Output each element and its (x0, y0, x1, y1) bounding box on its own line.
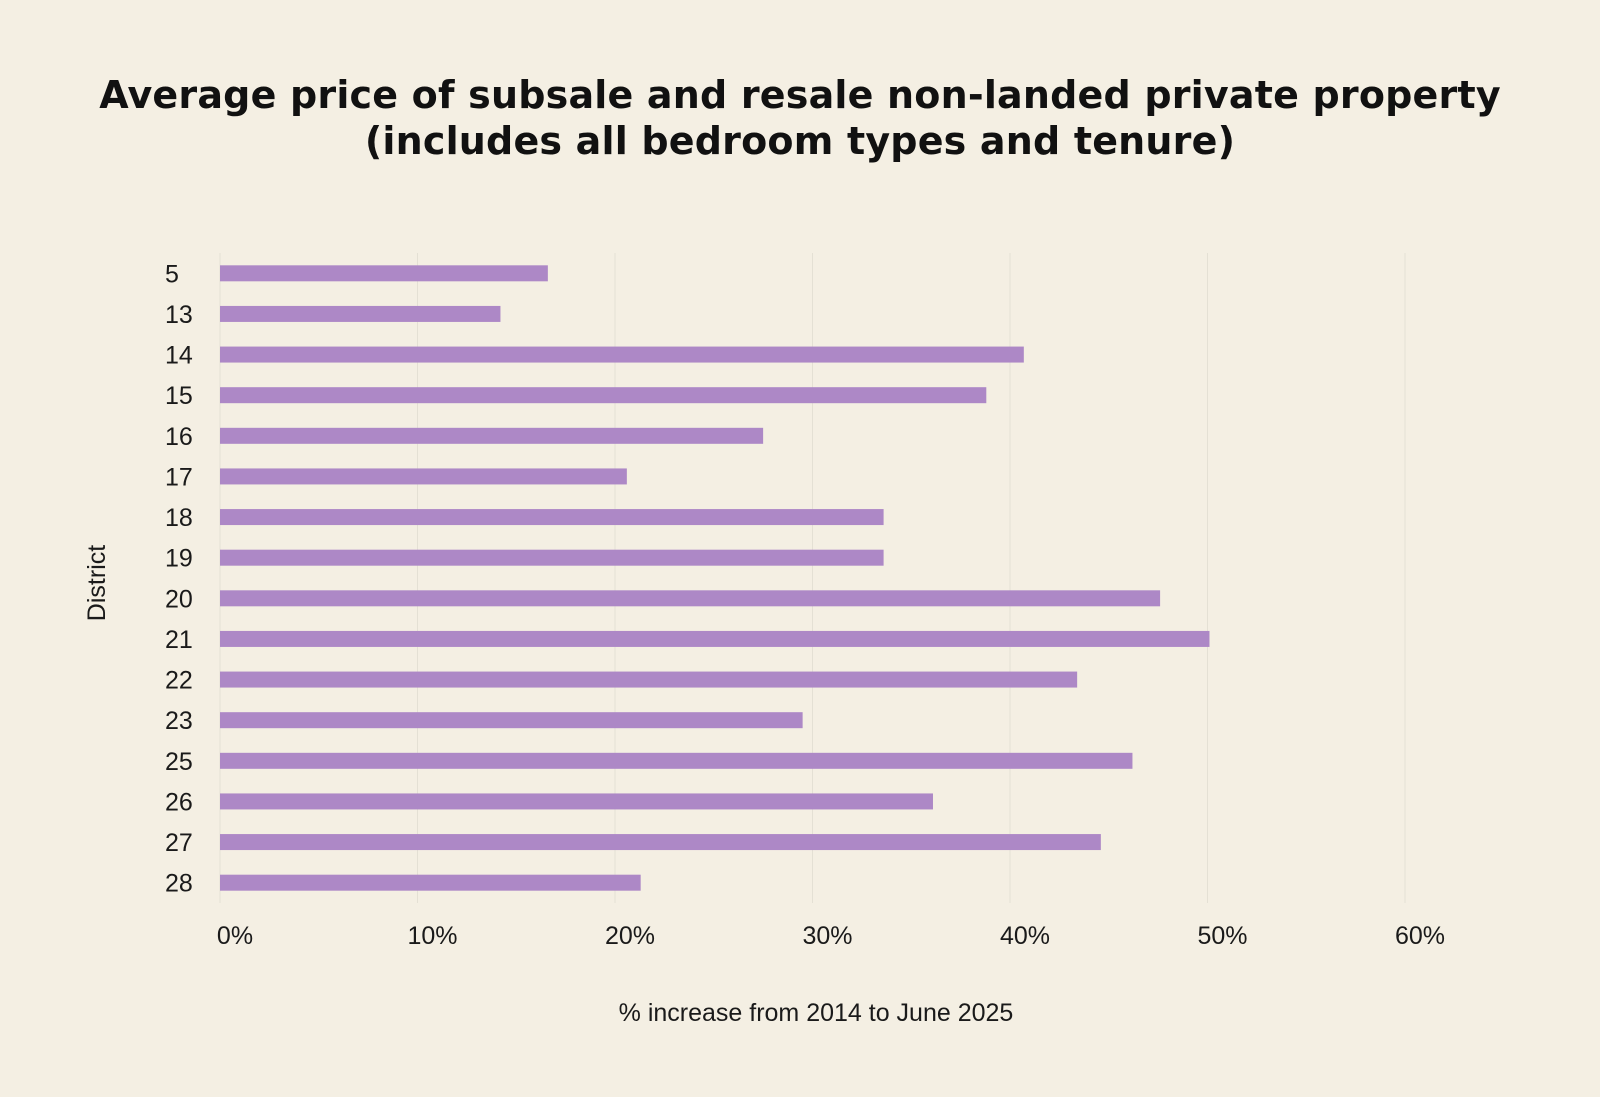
y-tick-label: 16 (165, 423, 193, 451)
bar-district-18 (220, 509, 884, 526)
bar-district-26 (220, 793, 933, 810)
x-tick-label: 20% (605, 922, 655, 950)
bar-district-21 (220, 630, 1210, 647)
x-axis-title: % increase from 2014 to June 2025 (619, 999, 1014, 1027)
y-tick-label: 26 (165, 788, 193, 816)
y-tick-label: 28 (165, 870, 193, 898)
y-axis-title: District (83, 545, 111, 621)
bar-district-28 (220, 874, 641, 891)
x-tick-label: 0% (217, 922, 253, 950)
y-tick-label: 15 (165, 382, 193, 410)
bar-district-5 (220, 265, 548, 282)
x-tick-label: 10% (407, 922, 457, 950)
x-tick-label: 50% (1197, 922, 1247, 950)
y-tick-labels: 5 13 14 15 16 17 18 19 20 21 22 23 25 26 27 28 (165, 260, 193, 897)
y-tick-label: 21 (165, 626, 193, 654)
y-tick-label: 13 (165, 301, 193, 329)
y-tick-label: 25 (165, 748, 193, 776)
bar-district-15 (220, 387, 987, 404)
chart-title-line-2: (includes all bedroom types and tenure) (364, 119, 1236, 163)
x-tick-label: 60% (1395, 922, 1445, 950)
x-tick-label: 30% (802, 922, 852, 950)
bar-district-27 (220, 834, 1101, 851)
y-tick-label: 22 (165, 667, 193, 695)
bar-district-23 (220, 712, 803, 729)
y-tick-label: 27 (165, 829, 193, 857)
bars (220, 265, 1210, 891)
bar-district-13 (220, 305, 501, 322)
y-tick-label: 17 (165, 463, 193, 491)
bar-district-25 (220, 752, 1133, 769)
y-tick-label: 19 (165, 545, 193, 573)
bar-district-22 (220, 671, 1078, 688)
bar-district-16 (220, 427, 764, 444)
y-tick-label: 20 (165, 585, 193, 613)
x-tick-labels: 0% 10% 20% 30% 40% 50% 60% (217, 922, 1445, 950)
y-tick-label: 23 (165, 707, 193, 735)
y-tick-label: 14 (165, 342, 193, 370)
chart-title-line-1: Average price of subsale and resale non-… (99, 73, 1501, 117)
y-tick-label: 18 (165, 504, 193, 532)
bar-district-19 (220, 549, 884, 566)
bar-district-17 (220, 468, 627, 485)
chart-title: Average price of subsale and resale non-… (0, 72, 1600, 164)
y-tick-label: 5 (165, 260, 179, 288)
bar-district-14 (220, 346, 1024, 363)
x-tick-label: 40% (1000, 922, 1050, 950)
bar-district-20 (220, 590, 1161, 607)
